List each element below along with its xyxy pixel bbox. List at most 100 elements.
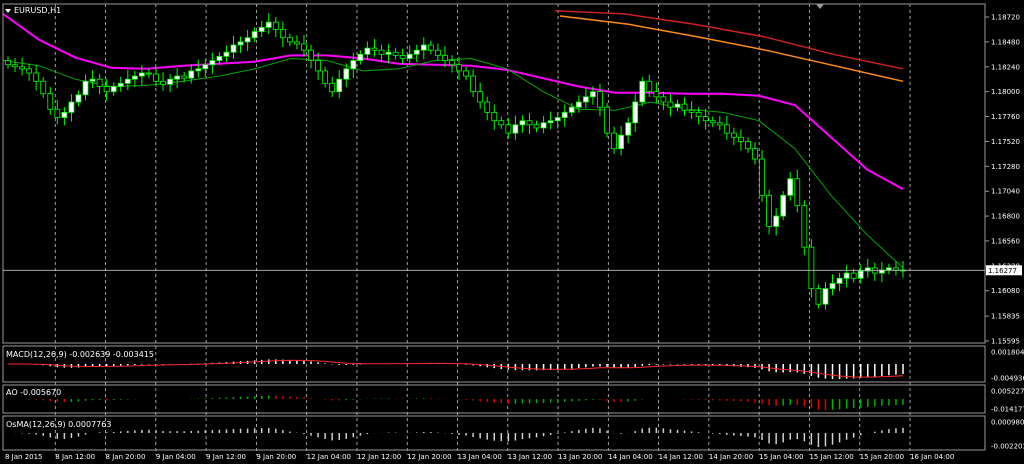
candle-body[interactable] bbox=[216, 55, 223, 61]
candle-body[interactable] bbox=[420, 44, 427, 51]
candle-body[interactable] bbox=[427, 44, 434, 51]
candle-body[interactable] bbox=[738, 136, 744, 142]
candle-body[interactable] bbox=[385, 51, 392, 55]
candle-body[interactable] bbox=[19, 66, 25, 70]
candle-body[interactable] bbox=[322, 70, 329, 84]
candle-body[interactable] bbox=[773, 215, 780, 227]
candle-body[interactable] bbox=[794, 178, 801, 207]
candle-body[interactable] bbox=[456, 64, 462, 72]
candle-body[interactable] bbox=[533, 124, 540, 129]
candle-body[interactable] bbox=[512, 124, 519, 134]
candle-body[interactable] bbox=[343, 68, 350, 80]
candle-body[interactable] bbox=[547, 120, 554, 124]
candle-body[interactable] bbox=[12, 64, 18, 68]
candle-body[interactable] bbox=[730, 132, 737, 138]
candle-body[interactable] bbox=[40, 80, 47, 95]
candle-body[interactable] bbox=[575, 101, 582, 108]
candle-body[interactable] bbox=[857, 270, 864, 279]
candle-body[interactable] bbox=[160, 80, 166, 85]
candle-body[interactable] bbox=[681, 103, 688, 111]
candle-body[interactable] bbox=[667, 101, 674, 108]
candle-body[interactable] bbox=[181, 75, 188, 79]
candle-body[interactable] bbox=[96, 78, 103, 87]
candle-body[interactable] bbox=[399, 54, 406, 59]
candle-body[interactable] bbox=[89, 78, 96, 82]
candle-body[interactable] bbox=[5, 60, 11, 66]
candle-body[interactable] bbox=[526, 120, 533, 126]
candle-body[interactable] bbox=[110, 86, 117, 93]
candle-body[interactable] bbox=[554, 117, 561, 122]
candle-body[interactable] bbox=[315, 60, 321, 72]
candle-body[interactable] bbox=[568, 106, 575, 113]
candle-body[interactable] bbox=[286, 37, 293, 43]
candle-body[interactable] bbox=[209, 60, 216, 66]
candle-body[interactable] bbox=[33, 72, 40, 82]
dropdown-triangle-icon[interactable] bbox=[5, 9, 11, 13]
candle-body[interactable] bbox=[886, 267, 892, 271]
candle-body[interactable] bbox=[392, 51, 399, 56]
candle-body[interactable] bbox=[434, 49, 441, 56]
candle-body[interactable] bbox=[477, 91, 484, 103]
candle-body[interactable] bbox=[244, 37, 251, 43]
candle-body[interactable] bbox=[153, 73, 159, 82]
candle-body[interactable] bbox=[752, 148, 758, 160]
candle-body[interactable] bbox=[822, 288, 829, 305]
candle-body[interactable] bbox=[695, 111, 702, 117]
candle-body[interactable] bbox=[540, 122, 547, 129]
candle-body[interactable] bbox=[329, 82, 336, 93]
candle-body[interactable] bbox=[639, 80, 646, 103]
candle-body[interactable] bbox=[611, 132, 617, 150]
candle-body[interactable] bbox=[26, 68, 33, 74]
candle-body[interactable] bbox=[646, 80, 653, 93]
candle-body[interactable] bbox=[442, 54, 448, 61]
candle-body[interactable] bbox=[350, 60, 357, 70]
candle-body[interactable] bbox=[829, 283, 836, 290]
candle-body[interactable] bbox=[413, 49, 420, 55]
candle-body[interactable] bbox=[174, 75, 181, 80]
candle-body[interactable] bbox=[597, 91, 603, 108]
candle-body[interactable] bbox=[294, 41, 300, 45]
candle-body[interactable] bbox=[124, 78, 131, 84]
candle-body[interactable] bbox=[167, 78, 173, 85]
candle-body[interactable] bbox=[47, 93, 54, 110]
candle-body[interactable] bbox=[308, 49, 314, 61]
candle-body[interactable] bbox=[808, 246, 815, 290]
candle-body[interactable] bbox=[279, 29, 286, 39]
candle-body[interactable] bbox=[371, 47, 378, 51]
candle-body[interactable] bbox=[54, 108, 61, 118]
candle-body[interactable] bbox=[801, 205, 808, 248]
candle-body[interactable] bbox=[378, 49, 385, 55]
candle-body[interactable] bbox=[484, 101, 491, 113]
candle-body[interactable] bbox=[498, 120, 505, 126]
candle-body[interactable] bbox=[265, 21, 272, 28]
candle-body[interactable] bbox=[709, 120, 716, 124]
candle-body[interactable] bbox=[759, 158, 765, 196]
candle-body[interactable] bbox=[75, 94, 82, 103]
candle-body[interactable] bbox=[843, 272, 850, 279]
candle-body[interactable] bbox=[688, 109, 695, 113]
candle-body[interactable] bbox=[131, 75, 138, 80]
candle-body[interactable] bbox=[716, 122, 723, 126]
candle-body[interactable] bbox=[138, 72, 145, 77]
candle-body[interactable] bbox=[117, 82, 124, 87]
candle-body[interactable] bbox=[653, 91, 660, 98]
candle-body[interactable] bbox=[660, 96, 667, 103]
candle-body[interactable] bbox=[237, 41, 244, 46]
candle-body[interactable] bbox=[61, 111, 68, 118]
candle-body[interactable] bbox=[223, 51, 230, 57]
candle-body[interactable] bbox=[470, 75, 477, 93]
candle-body[interactable] bbox=[272, 21, 279, 30]
candle-body[interactable] bbox=[604, 106, 610, 134]
candle-body[interactable] bbox=[702, 116, 709, 122]
candle-body[interactable] bbox=[723, 124, 730, 134]
candle-body[interactable] bbox=[146, 72, 152, 75]
candle-body[interactable] bbox=[836, 277, 843, 284]
candle-body[interactable] bbox=[582, 96, 589, 103]
candle-body[interactable] bbox=[864, 267, 871, 272]
candle-body[interactable] bbox=[195, 68, 202, 72]
candle-body[interactable] bbox=[590, 91, 596, 98]
candle-body[interactable] bbox=[505, 124, 512, 134]
candle-body[interactable] bbox=[258, 26, 265, 32]
candle-body[interactable] bbox=[406, 53, 413, 59]
